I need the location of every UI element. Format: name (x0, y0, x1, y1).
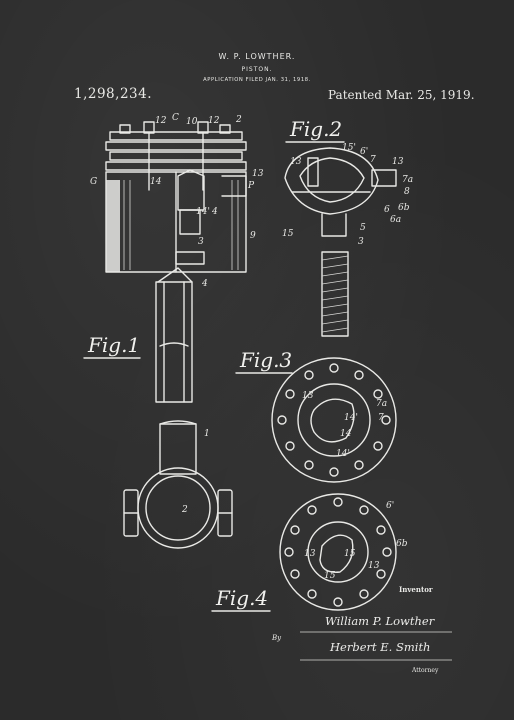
by-label: By (272, 634, 282, 642)
ref-numeral: P (247, 181, 255, 191)
ref-numeral: 7 (370, 155, 376, 165)
ref-numeral: 13 (252, 169, 264, 179)
application-filed-date: APPLICATION FILED JAN. 31, 1918. (203, 77, 311, 83)
piston-ring (109, 151, 243, 161)
ref-numeral: 12 (208, 116, 220, 126)
lower-rod (159, 423, 197, 475)
inventor-signature: William P. Lowther (325, 614, 435, 628)
ref-numeral: 2 (181, 505, 188, 515)
patent-date: Patented Mar. 25, 1919. (328, 88, 475, 102)
ref-numeral: C (172, 113, 179, 123)
ref-numeral: 13 (368, 561, 380, 571)
ref-numeral: 9 (250, 231, 256, 241)
lower-rod-break (159, 420, 197, 425)
ref-numeral: 1 (204, 429, 210, 439)
ref-numeral: 7a (402, 175, 413, 185)
fig4-flange (279, 493, 397, 611)
fig2-port (307, 157, 319, 187)
rod-break-line (159, 342, 189, 347)
skirt-shading (106, 180, 120, 272)
fig2-housing (284, 147, 379, 215)
bolt-head (119, 124, 131, 134)
ref-numeral: 6a (390, 215, 401, 225)
bolt-head (219, 124, 231, 134)
ref-numeral: 13 (302, 391, 314, 401)
ref-numeral: 12 (155, 116, 167, 126)
patent-title: PISTON. (241, 66, 273, 73)
ref-numeral: 6' (386, 501, 394, 511)
piston-ring (109, 131, 243, 141)
wrist-pin (175, 251, 205, 265)
fig2-inner-chamber (299, 157, 365, 203)
fig3-top-view (271, 357, 397, 483)
fig3-label: Fig.3 (240, 348, 293, 372)
ref-numeral: 15 (324, 571, 336, 581)
side-port (221, 175, 247, 197)
ref-numeral: 6b (396, 539, 408, 549)
rod-top (157, 267, 193, 283)
ref-numeral: 6 (384, 205, 390, 215)
ref-numeral: 7a (376, 399, 387, 409)
fig4-inner-ring (307, 521, 369, 583)
fig2-neck (321, 213, 347, 237)
fig2-valve-detail (284, 147, 397, 337)
ref-numeral: 3 (358, 237, 364, 247)
fig3-inner-ring (297, 383, 371, 457)
ref-numeral: 14 (340, 429, 352, 439)
ref-numeral: 14' (336, 449, 350, 459)
ref-numeral: 13 (290, 157, 302, 167)
attorney-label: Attorney (412, 667, 439, 674)
fig4-bottom-view (279, 493, 397, 611)
piston-ring (105, 141, 247, 151)
fig2-threaded-stem (321, 251, 349, 337)
attorney-signature: Herbert E. Smith (330, 640, 431, 654)
ref-numeral: 8 (404, 187, 410, 197)
fig1-piston-assembly (105, 121, 247, 549)
fig2-threads (321, 255, 349, 333)
ref-numeral: 14' (344, 413, 358, 423)
ref-numeral: 4 (201, 279, 208, 289)
ref-numeral: 10 (186, 117, 198, 127)
fig2-label: Fig.2 (290, 117, 343, 141)
fig2-side-boss (371, 169, 397, 187)
fig3-bolt-holes (277, 363, 391, 477)
fig4-bolt-holes (284, 497, 392, 607)
fig3-flange (271, 357, 397, 483)
ref-numeral: 6b (398, 203, 410, 213)
ref-numeral: 15 (344, 549, 356, 559)
ref-numeral: 15' (342, 143, 356, 153)
ref-numeral: 6' (360, 147, 368, 157)
piston-ring (105, 161, 247, 171)
inventor-name: W. P. LOWTHER. (218, 52, 296, 61)
ref-numeral: 15 (282, 229, 294, 239)
ref-numeral: 13 (392, 157, 404, 167)
fig4-label: Fig.4 (216, 586, 269, 610)
ref-numeral: 14' (196, 207, 210, 217)
ref-numeral: 5 (360, 223, 366, 233)
crank-bearing-inner (145, 475, 211, 541)
ref-numeral: 2 (235, 115, 242, 125)
ref-numeral: 7 (378, 413, 384, 423)
patent-number: 1,298,234. (74, 86, 152, 102)
inner-valve (177, 169, 205, 211)
fig4-valve-vanes (319, 534, 354, 573)
ref-numeral: 3 (198, 237, 204, 247)
ref-numeral: 13 (304, 549, 316, 559)
crank-bearing-outer (137, 467, 219, 549)
ref-numeral: 4 (211, 207, 218, 217)
connecting-rod (155, 281, 193, 403)
ref-numeral: G (90, 177, 97, 187)
valve-stem (179, 209, 201, 235)
inventor-label: Inventor (399, 585, 433, 594)
ref-numeral: 14 (150, 177, 162, 187)
fig1-label: Fig.1 (88, 333, 141, 357)
fig3-valve-face (310, 398, 355, 443)
